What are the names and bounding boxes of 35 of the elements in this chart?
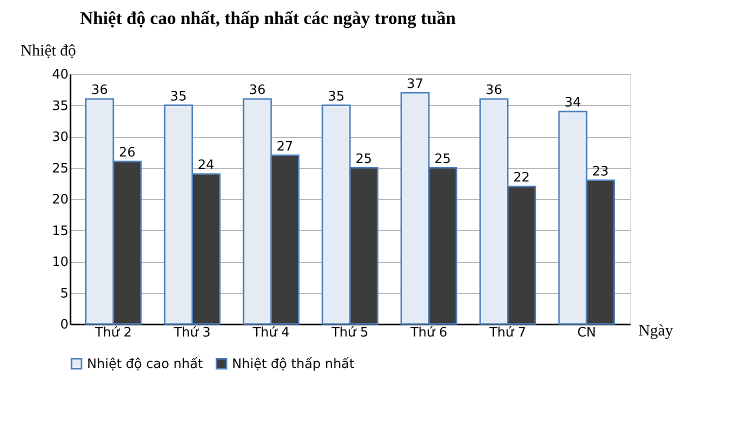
x-tick-label: CN — [577, 326, 596, 340]
x-tick-label: Thứ 5 — [330, 326, 368, 340]
chart-title: Nhiệt độ cao nhất, thấp nhất các ngày trong tuần — [80, 8, 456, 28]
data-label: 35 — [328, 89, 344, 104]
y-tick-label: 25 — [52, 161, 68, 176]
legend-label: Nhiệt độ cao nhất — [87, 356, 203, 372]
y-tick-label: 5 — [60, 286, 68, 302]
data-label: 36 — [91, 83, 108, 98]
y-tick-label: 35 — [52, 98, 68, 114]
y-tick-label: 0 — [60, 318, 68, 332]
data-label: 27 — [276, 139, 294, 154]
x-tick-label: Thứ 4 — [252, 326, 290, 340]
data-label: 22 — [513, 170, 530, 186]
data-label: 25 — [356, 152, 372, 167]
data-label: 25 — [434, 152, 451, 167]
x-tick-label: Thứ 6 — [409, 326, 448, 340]
y-tick-label: 40 — [52, 68, 68, 82]
y-tick-label: 20 — [52, 192, 68, 208]
x-axis-title: Ngày — [638, 322, 674, 340]
data-label: 34 — [564, 96, 582, 110]
data-label: 23 — [592, 164, 609, 180]
x-tick-label: Thứ 3 — [172, 326, 211, 340]
x-tick-label: Thứ 7 — [488, 326, 526, 340]
data-label: 35 — [170, 89, 187, 104]
data-label: 36 — [486, 83, 502, 98]
data-label: 36 — [249, 83, 266, 98]
data-label: 24 — [198, 158, 214, 173]
data-label: 26 — [118, 146, 136, 160]
x-tick-label: Thứ 2 — [94, 326, 132, 340]
y-tick-label: 30 — [52, 130, 68, 145]
y-tick-label: 10 — [52, 255, 68, 270]
legend-label: Nhiệt độ thấp nhất — [232, 356, 354, 372]
data-label: 37 — [406, 76, 424, 92]
y-axis-title: Nhiệt độ — [20, 42, 76, 60]
y-tick-label: 15 — [52, 224, 68, 239]
